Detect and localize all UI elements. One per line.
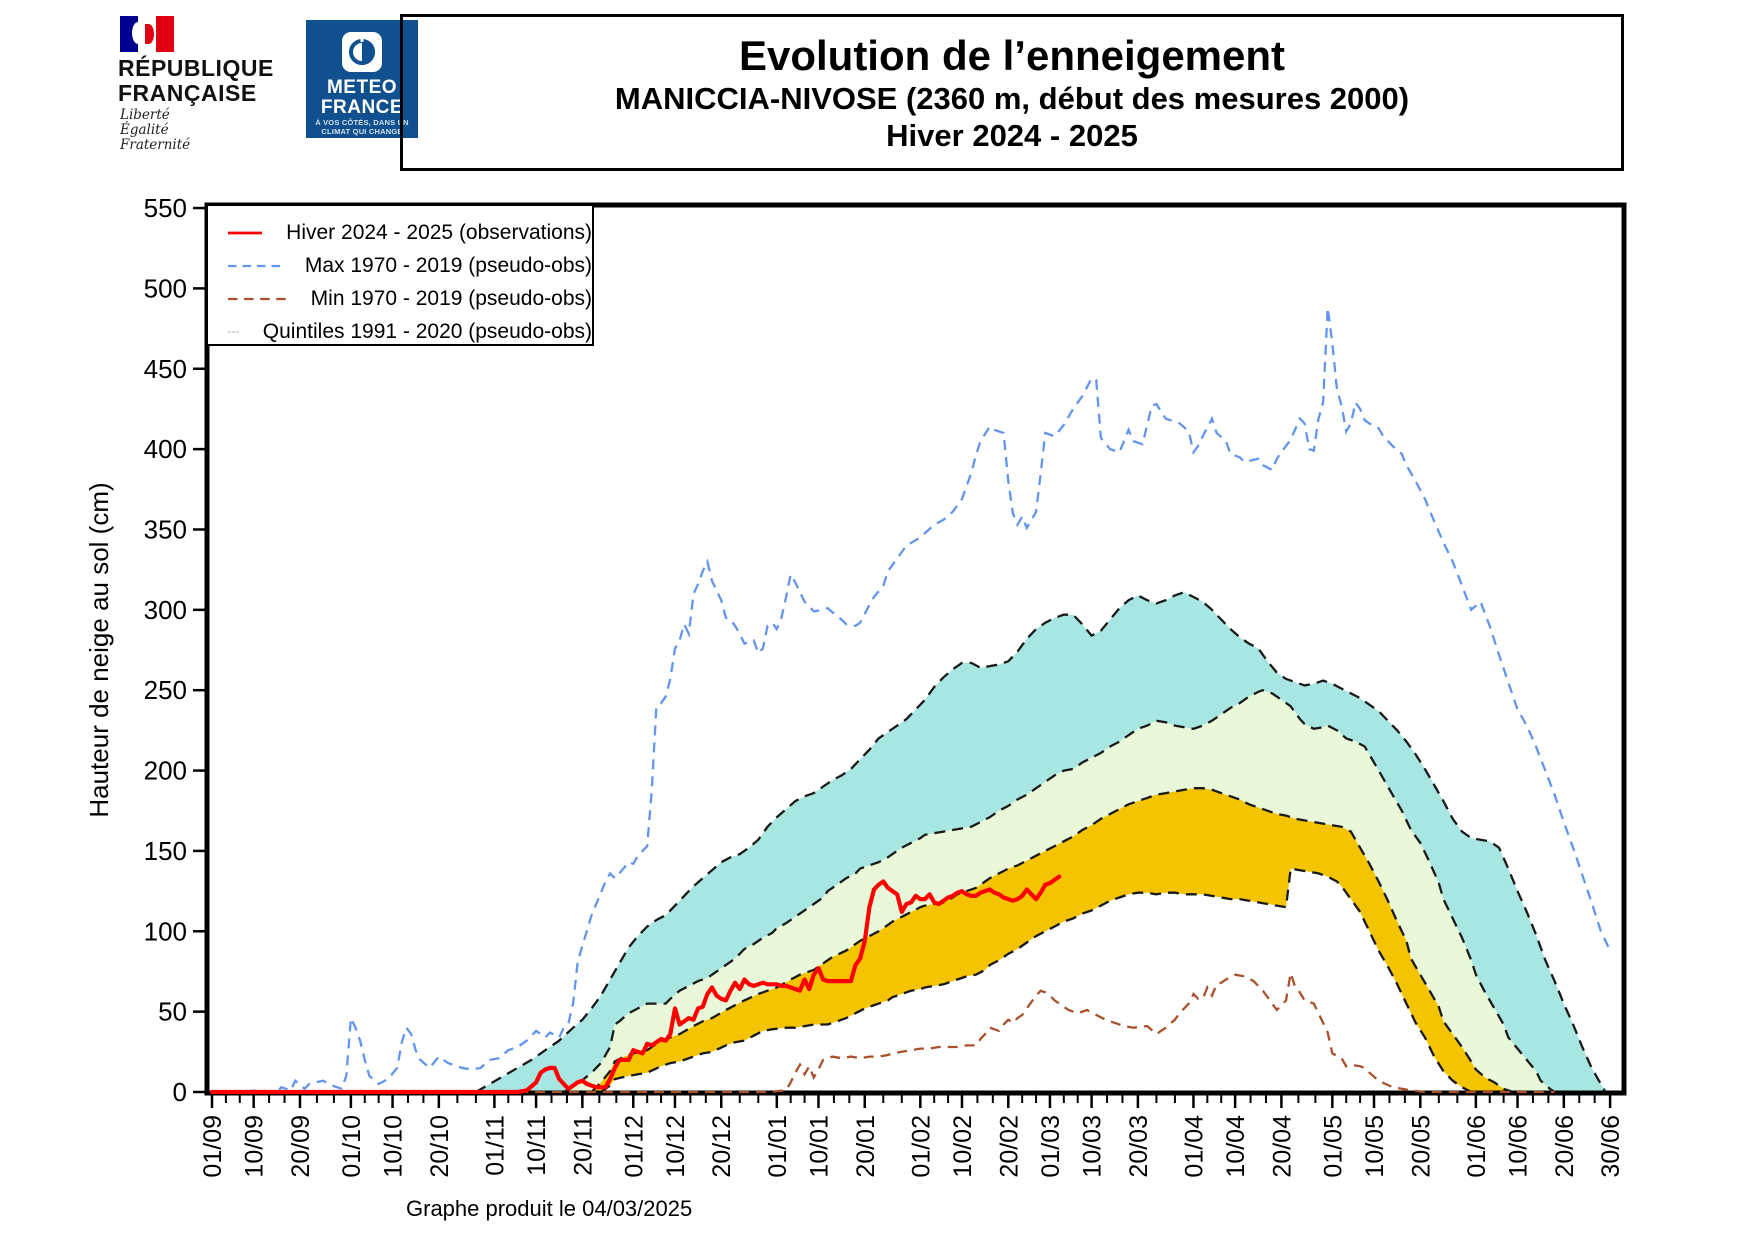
svg-text:10/12: 10/12 (662, 1115, 690, 1178)
svg-text:500: 500 (144, 273, 187, 303)
svg-text:20/09: 20/09 (287, 1115, 315, 1178)
rf-motto-egalite: Égalité (120, 122, 169, 138)
legend-line-sample-max (228, 264, 281, 267)
rf-name-line1: RÉPUBLIQUE (118, 55, 274, 81)
legend-item-observations: Hiver 2024 - 2025 (observations) (208, 216, 592, 249)
svg-text:0: 0 (173, 1077, 187, 1107)
svg-text:450: 450 (144, 354, 187, 384)
chart-title-box: Evolution de l’enneigement MANICCIA-NIVO… (400, 14, 1624, 171)
legend-line-sample-observations (228, 231, 263, 234)
legend-label-max: Max 1970 - 2019 (pseudo-obs) (304, 253, 592, 277)
svg-text:10/09: 10/09 (241, 1115, 269, 1178)
footer-caption: Graphe produit le 04/03/2025 (406, 1196, 693, 1221)
svg-text:20/11: 20/11 (569, 1115, 597, 1176)
svg-text:20/05: 20/05 (1407, 1115, 1435, 1178)
meteo-france-logo: METEO FRANCE À VOS CÔTÉS, DANS UN CLIMAT… (306, 20, 418, 138)
svg-text:10/10: 10/10 (380, 1115, 408, 1178)
svg-text:300: 300 (144, 595, 187, 625)
legend-item-max: Max 1970 - 2019 (pseudo-obs) (208, 249, 592, 282)
svg-text:100: 100 (144, 916, 187, 946)
svg-text:20/03: 20/03 (1125, 1115, 1153, 1178)
svg-text:01/09: 01/09 (199, 1115, 227, 1178)
legend-line-sample-min (228, 297, 287, 300)
mf-name-line1: METEO (326, 77, 398, 98)
meteo-france-label: METEO FRANCE (306, 78, 418, 118)
mf-tagline-line1: À VOS CÔTÉS, DANS UN (315, 118, 409, 127)
svg-text:01/10: 01/10 (338, 1115, 366, 1178)
chart-subtitle-season: Hiver 2024 - 2025 (886, 117, 1138, 153)
rf-motto-fraternite: Fraternité (120, 137, 191, 153)
svg-text:01/06: 01/06 (1463, 1115, 1491, 1178)
svg-text:400: 400 (144, 434, 187, 464)
svg-text:550: 550 (144, 193, 187, 223)
svg-text:01/01: 01/01 (764, 1115, 792, 1178)
svg-text:10/01: 10/01 (805, 1115, 833, 1178)
svg-text:10/03: 10/03 (1079, 1115, 1107, 1178)
meteo-france-icon (342, 32, 382, 72)
legend-line-sample-quintiles (228, 331, 239, 332)
svg-text:20/06: 20/06 (1551, 1115, 1579, 1178)
svg-text:01/12: 01/12 (620, 1115, 648, 1178)
mf-tagline-line2: CLIMAT QUI CHANGE (321, 126, 403, 136)
rf-motto-liberte: Liberté (120, 107, 170, 123)
svg-text:10/05: 10/05 (1361, 1115, 1389, 1178)
chart-title: Evolution de l’enneigement (738, 31, 1286, 79)
rf-name-line2: FRANÇAISE (118, 80, 257, 106)
republique-francaise-label: RÉPUBLIQUE FRANÇAISE (118, 56, 274, 106)
svg-text:50: 50 (158, 997, 187, 1027)
svg-text:10/11: 10/11 (523, 1115, 551, 1176)
svg-text:20/02: 20/02 (995, 1115, 1023, 1178)
legend-label-observations: Hiver 2024 - 2025 (observations) (286, 220, 592, 244)
svg-text:01/02: 01/02 (907, 1115, 935, 1178)
legend-item-quintiles: Quintiles 1991 - 2020 (pseudo-obs) (208, 315, 592, 348)
svg-text:10/06: 10/06 (1505, 1115, 1533, 1178)
svg-text:01/03: 01/03 (1037, 1115, 1065, 1178)
chart-subtitle-station: MANICCIA-NIVOSE (2360 m, début des mesur… (614, 80, 1410, 116)
meteo-france-tagline: À VOS CÔTÉS, DANS UN CLIMAT QUI CHANGE (306, 118, 418, 136)
france-flag-icon (120, 16, 174, 52)
rf-motto: Liberté Égalité Fraternité (120, 108, 190, 153)
svg-text:20/04: 20/04 (1268, 1115, 1296, 1178)
svg-text:350: 350 (144, 514, 187, 544)
svg-text:01/05: 01/05 (1319, 1115, 1347, 1178)
republique-francaise-logo: RÉPUBLIQUE FRANÇAISE Liberté Égalité Fra… (116, 12, 296, 153)
chart-legend: Hiver 2024 - 2025 (observations) Max 197… (206, 204, 594, 346)
svg-text:20/10: 20/10 (426, 1115, 454, 1178)
svg-text:30/06: 30/06 (1597, 1115, 1625, 1178)
svg-text:01/04: 01/04 (1180, 1115, 1208, 1178)
svg-text:250: 250 (144, 675, 187, 705)
svg-text:Hauteur de neige au sol (cm): Hauteur de neige au sol (cm) (84, 482, 114, 817)
svg-text:150: 150 (144, 836, 187, 866)
svg-text:10/02: 10/02 (949, 1115, 977, 1178)
legend-label-min: Min 1970 - 2019 (pseudo-obs) (310, 286, 592, 310)
legend-label-quintiles: Quintiles 1991 - 2020 (pseudo-obs) (262, 319, 592, 343)
legend-item-min: Min 1970 - 2019 (pseudo-obs) (208, 282, 592, 315)
mf-name-line2: FRANCE (320, 97, 404, 118)
svg-text:10/04: 10/04 (1222, 1115, 1250, 1178)
svg-text:01/11: 01/11 (481, 1115, 509, 1176)
svg-text:20/01: 20/01 (852, 1115, 880, 1178)
svg-text:200: 200 (144, 756, 187, 786)
svg-text:20/12: 20/12 (708, 1115, 736, 1178)
